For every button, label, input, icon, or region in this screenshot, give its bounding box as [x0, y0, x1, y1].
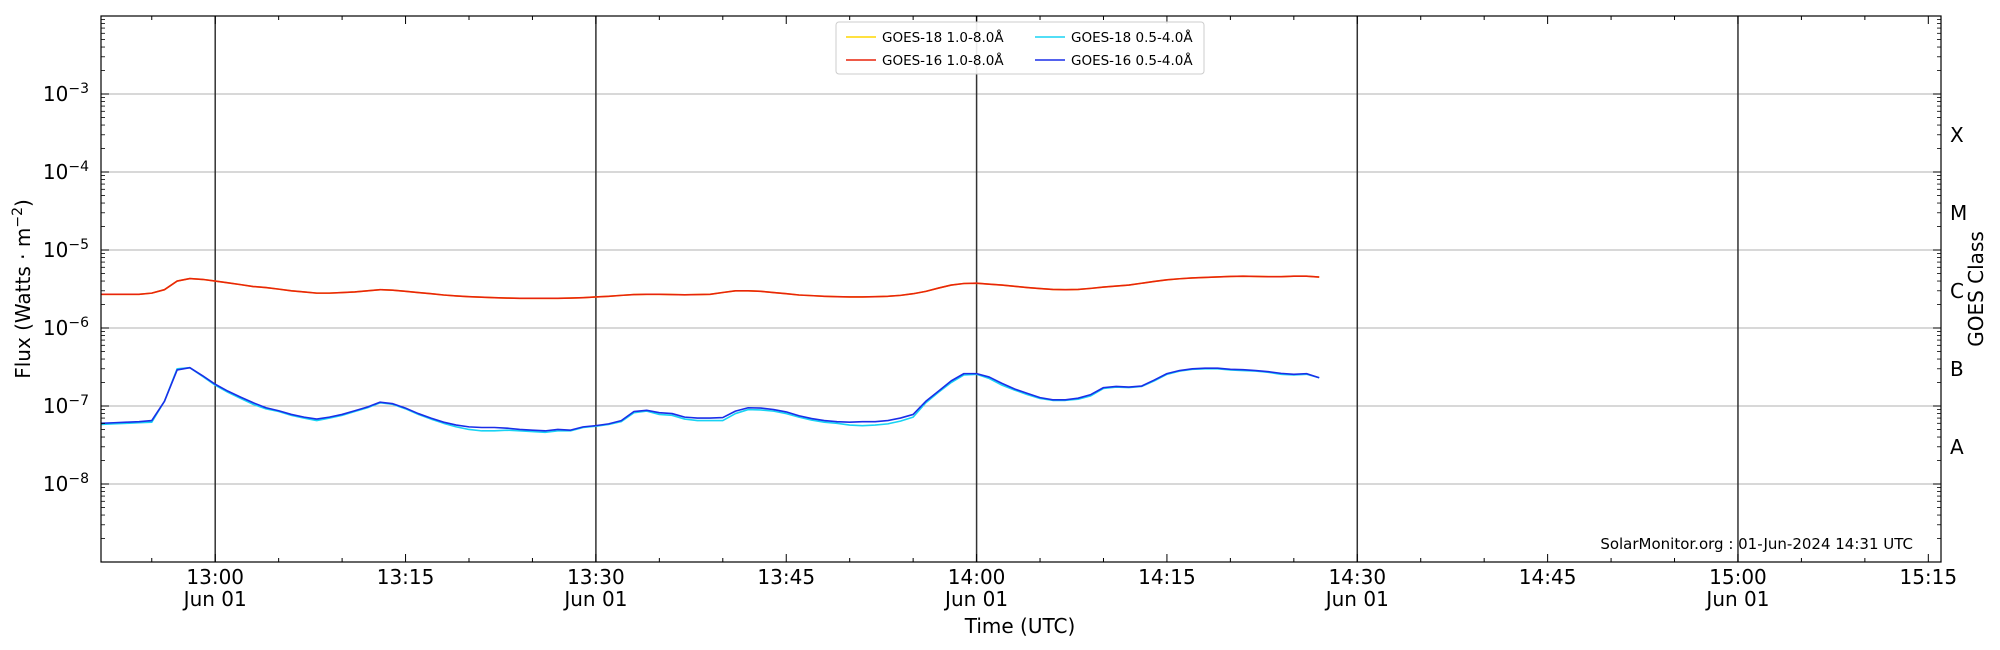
y-axis-ticks: 10−810−710−610−510−410−3 [43, 15, 1941, 563]
x-tick-label: 15:00 [1709, 565, 1767, 589]
goes-class-m: M [1950, 201, 1967, 225]
plot-frame [100, 15, 1942, 563]
y-tick-base: 10 [43, 82, 68, 106]
x-tick-label: 14:45 [1519, 565, 1577, 589]
goes-class-b: B [1950, 357, 1964, 381]
legend-box [835, 21, 1205, 75]
y-tick-base: 10 [43, 238, 68, 262]
series-line-goes-16-1-0-8-0 [101, 275, 1320, 300]
x-tick-label: 13:45 [757, 565, 815, 589]
y-axis-title: Flux (Watts · m−2) [10, 199, 35, 379]
x-tick-label: 15:15 [1899, 565, 1957, 589]
x-tick-date-label: Jun 01 [182, 587, 247, 611]
y-tick-base: 10 [43, 394, 68, 418]
legend-label: GOES-16 1.0-8.0Å [882, 52, 1004, 69]
flux-series [101, 275, 1320, 434]
legend: GOES-18 1.0-8.0Å GOES-16 1.0-8.0Å GOES-18 … [835, 21, 1205, 75]
x-tick-label: 14:15 [1138, 565, 1196, 589]
legend-label: GOES-18 0.5-4.0Å [1071, 29, 1193, 46]
x-tick-date-label: Jun 01 [943, 587, 1008, 611]
y-tick-base: 10 [43, 316, 68, 340]
goes-class-labels: A B C M X [1950, 123, 1967, 459]
x-tick-date-label: Jun 01 [1704, 587, 1769, 611]
y-axis-title-exponent: −2 [10, 207, 26, 228]
y-tick-base: 10 [43, 160, 68, 184]
horizontal-grid [101, 93, 1941, 485]
x-tick-label: 13:00 [186, 565, 244, 589]
right-axis-title: GOES Class [1964, 231, 1988, 347]
series-line-goes-16-0-5-4-0 [101, 366, 1320, 432]
x-tick-label: 14:00 [948, 565, 1006, 589]
y-tick-exponent: −6 [68, 315, 89, 331]
series-line-goes-18-0-5-4-0 [101, 366, 1320, 434]
goes-class-a: A [1950, 435, 1964, 459]
legend-label: GOES-16 0.5-4.0Å [1071, 52, 1193, 69]
y-tick-exponent: −7 [68, 393, 89, 409]
x-tick-date-label: Jun 01 [562, 587, 627, 611]
x-tick-label: 14:30 [1328, 565, 1386, 589]
y-tick-exponent: −5 [68, 237, 89, 253]
y-axis-title-close: ) [11, 199, 35, 207]
y-tick-label: 10−8 [43, 471, 89, 496]
y-tick-exponent: −4 [68, 159, 89, 175]
goes-class-c: C [1950, 279, 1964, 303]
y-tick-label: 10−3 [43, 81, 89, 106]
x-tick-date-label: Jun 01 [1324, 587, 1389, 611]
goes-class-axis-title: GOES Class [1964, 231, 1988, 347]
svg-text:Flux (Watts · m−2): Flux (Watts · m−2) [10, 199, 35, 379]
watermark-text: SolarMonitor.org : 01-Jun-2024 14:31 UTC [1600, 535, 1913, 553]
x-tick-label: 13:15 [377, 565, 435, 589]
x-axis-title: Time (UTC) [964, 614, 1076, 638]
y-tick-label: 10−4 [43, 159, 89, 184]
goes-class-x: X [1950, 123, 1964, 147]
y-tick-exponent: −3 [68, 81, 89, 97]
y-axis-title-text: Flux (Watts · m [11, 228, 35, 379]
x-tick-label: 13:30 [567, 565, 625, 589]
day-marker-lines [214, 16, 1739, 562]
y-tick-exponent: −8 [68, 471, 89, 487]
legend-label: GOES-18 1.0-8.0Å [882, 29, 1004, 46]
y-tick-label: 10−5 [43, 237, 89, 262]
y-tick-base: 10 [43, 472, 68, 496]
y-tick-label: 10−7 [43, 393, 89, 418]
y-tick-label: 10−6 [43, 315, 89, 340]
